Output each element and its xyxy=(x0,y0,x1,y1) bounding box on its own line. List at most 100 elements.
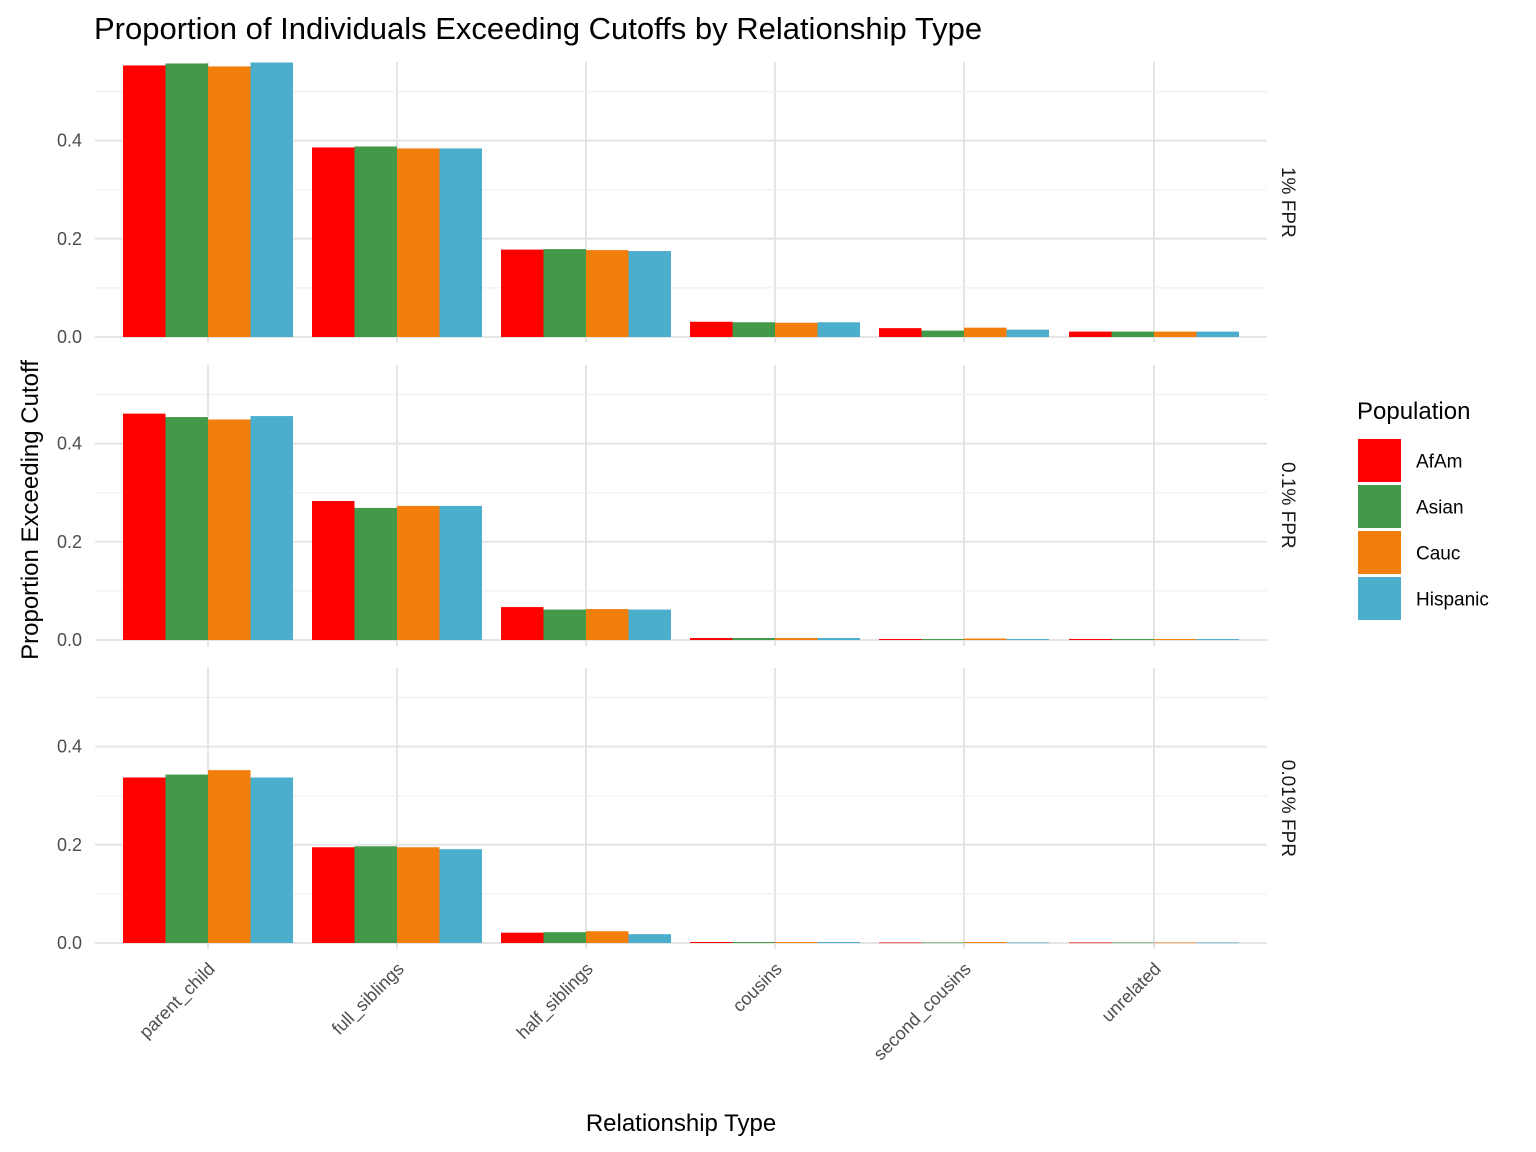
bar-asian-parent_child xyxy=(165,774,208,943)
bar-hispanic-unrelated xyxy=(1196,639,1239,640)
bar-cauc-unrelated xyxy=(1154,942,1197,944)
bar-asian-full_siblings xyxy=(354,846,397,943)
legend-key-asian xyxy=(1358,485,1401,528)
x-axis-title: Relationship Type xyxy=(586,1110,776,1137)
panel-0: 0.0 0.2 0.4 1% FPR xyxy=(57,62,1298,347)
bar-hispanic-full_siblings xyxy=(439,148,482,337)
bar-hispanic-cousins xyxy=(817,942,860,943)
x-tick-label: unrelated xyxy=(1098,959,1165,1026)
bar-asian-half_siblings xyxy=(543,609,586,640)
bar-cauc-cousins xyxy=(775,942,818,943)
y-tick-label: 0.0 xyxy=(57,933,82,953)
bar-asian-unrelated xyxy=(1111,639,1154,640)
chart-title: Proportion of Individuals Exceeding Cuto… xyxy=(94,11,982,46)
bar-afam-cousins xyxy=(690,321,733,337)
bar-afam-half_siblings xyxy=(501,607,544,640)
y-tick-label: 0.4 xyxy=(57,737,82,757)
bar-hispanic-half_siblings xyxy=(628,934,671,943)
bar-asian-parent_child xyxy=(165,417,208,640)
bar-asian-parent_child xyxy=(165,63,208,338)
bar-cauc-unrelated xyxy=(1154,331,1197,337)
bar-cauc-second_cousins xyxy=(964,638,1007,640)
bar-cauc-parent_child xyxy=(208,419,251,640)
bar-hispanic-cousins xyxy=(817,638,860,640)
legend-label-cauc: Cauc xyxy=(1416,544,1460,565)
bar-cauc-cousins xyxy=(775,638,818,640)
x-tick-labels: parent_child full_siblings half_siblings co… xyxy=(135,959,1164,1065)
bar-hispanic-full_siblings xyxy=(439,505,482,640)
bar-afam-cousins xyxy=(690,638,733,640)
bar-cauc-second_cousins xyxy=(964,327,1007,337)
bar-asian-cousins xyxy=(732,942,775,943)
bar-asian-second_cousins xyxy=(921,639,964,640)
bar-asian-second_cousins xyxy=(921,330,964,337)
bar-afam-second_cousins xyxy=(879,942,922,944)
y-tick-label: 0.2 xyxy=(57,229,82,249)
bar-cauc-second_cousins xyxy=(964,942,1007,943)
x-tick-label: full_siblings xyxy=(328,959,409,1040)
bar-hispanic-half_siblings xyxy=(628,251,671,337)
bar-hispanic-unrelated xyxy=(1196,331,1239,337)
bar-cauc-full_siblings xyxy=(397,148,440,337)
bar-asian-full_siblings xyxy=(354,146,397,337)
panel-2: 0.0 0.2 0.4 0.01% FPR xyxy=(57,668,1298,953)
bar-hispanic-second_cousins xyxy=(1006,639,1049,640)
bar-cauc-full_siblings xyxy=(397,505,440,640)
bar-cauc-full_siblings xyxy=(397,847,440,943)
bar-afam-unrelated xyxy=(1069,331,1112,337)
y-tick-label: 0.4 xyxy=(57,131,82,151)
panel-1: 0.0 0.2 0.4 0.1% FPR xyxy=(57,365,1298,650)
bar-afam-parent_child xyxy=(123,65,166,337)
legend-label-afam: AfAm xyxy=(1416,452,1462,473)
bar-cauc-half_siblings xyxy=(586,250,629,337)
y-tick-label: 0.2 xyxy=(57,835,82,855)
bar-hispanic-half_siblings xyxy=(628,609,671,640)
bar-afam-full_siblings xyxy=(312,147,355,337)
y-axis-title: Proportion Exceeding Cutoff xyxy=(17,360,44,660)
bar-hispanic-second_cousins xyxy=(1006,329,1049,337)
bar-hispanic-unrelated xyxy=(1196,942,1239,944)
legend-label-hispanic: Hispanic xyxy=(1416,590,1489,611)
bar-asian-unrelated xyxy=(1111,942,1154,944)
bar-afam-second_cousins xyxy=(879,328,922,337)
bar-hispanic-full_siblings xyxy=(439,849,482,943)
facet-strip-label: 0.01% FPR xyxy=(1277,760,1298,857)
legend-key-afam xyxy=(1358,439,1401,482)
x-tick-label: second_cousins xyxy=(869,959,975,1065)
bar-hispanic-parent_child xyxy=(250,416,293,640)
bar-cauc-half_siblings xyxy=(586,609,629,640)
bar-afam-cousins xyxy=(690,942,733,943)
bar-cauc-cousins xyxy=(775,322,818,337)
bar-hispanic-parent_child xyxy=(250,62,293,338)
bar-hispanic-cousins xyxy=(817,322,860,337)
x-tick-label: parent_child xyxy=(135,959,219,1043)
y-tick-label: 0.4 xyxy=(57,434,82,454)
bar-afam-full_siblings xyxy=(312,501,355,640)
bar-afam-unrelated xyxy=(1069,942,1112,944)
bar-afam-parent_child xyxy=(123,777,166,943)
bar-asian-half_siblings xyxy=(543,932,586,943)
bar-afam-half_siblings xyxy=(501,932,544,943)
bar-afam-full_siblings xyxy=(312,847,355,943)
y-tick-label: 0.0 xyxy=(57,327,82,347)
legend-label-asian: Asian xyxy=(1416,498,1464,519)
y-tick-label: 0.2 xyxy=(57,532,82,552)
bar-cauc-parent_child xyxy=(208,770,251,943)
bar-cauc-parent_child xyxy=(208,66,251,337)
legend: Population AfAm Asian Cauc Hispanic xyxy=(1357,398,1489,620)
bar-hispanic-parent_child xyxy=(250,777,293,943)
bar-afam-parent_child xyxy=(123,413,166,640)
x-tick-label: half_siblings xyxy=(513,959,598,1044)
bar-hispanic-second_cousins xyxy=(1006,942,1049,944)
x-tick-label: cousins xyxy=(729,959,786,1016)
bar-cauc-half_siblings xyxy=(586,931,629,943)
bar-asian-cousins xyxy=(732,638,775,640)
bar-asian-second_cousins xyxy=(921,942,964,944)
bar-afam-half_siblings xyxy=(501,249,544,337)
y-tick-label: 0.0 xyxy=(57,630,82,650)
legend-key-hispanic xyxy=(1358,577,1401,620)
bar-asian-cousins xyxy=(732,322,775,337)
facet-strip-label: 1% FPR xyxy=(1277,167,1298,238)
